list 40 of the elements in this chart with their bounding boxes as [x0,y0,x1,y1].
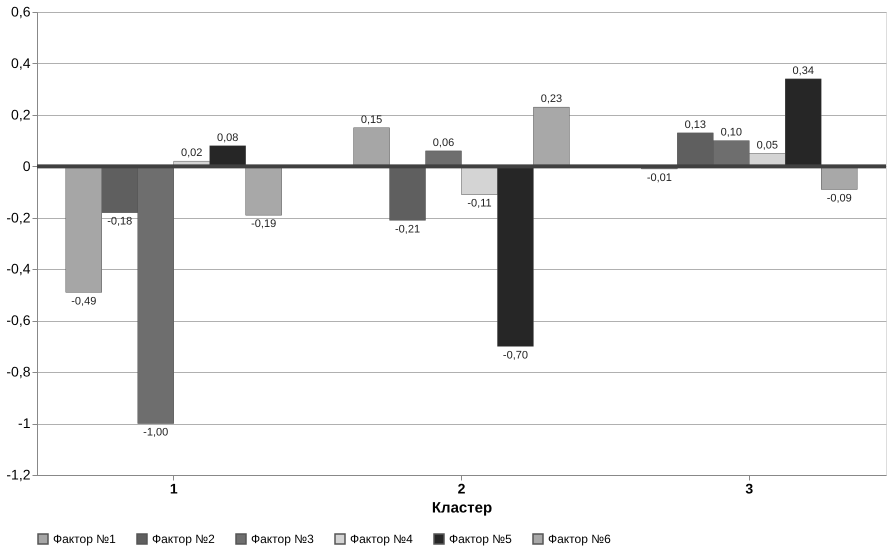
data-label: 0,06 [432,136,454,149]
data-label: 0,10 [720,126,742,139]
y-tick-label: -1,2 [6,466,31,482]
data-label: 0,13 [684,118,706,131]
data-label: -0,49 [71,295,96,308]
data-label: -0,21 [395,223,420,236]
data-label: -0,01 [646,172,672,184]
data-label: -0,19 [251,218,276,230]
legend-label: Фактор №3 [251,532,314,546]
data-label: 0,05 [756,139,778,152]
legend-label: Фактор №1 [53,532,116,546]
data-label: -0,70 [502,349,528,362]
y-tick-label: 0,4 [11,54,31,71]
data-label: 0,23 [540,93,562,106]
y-tick-label: -0,2 [6,209,31,226]
bar [389,166,426,221]
y-tick-label: 0,2 [11,106,31,122]
x-tick-label: 1 [170,480,178,496]
x-tick-label: 2 [458,480,466,496]
legend-label: Фактор №5 [449,532,512,546]
data-label: -0,18 [107,216,132,228]
legend-label: Фактор №6 [548,532,612,546]
data-label: 0,08 [216,132,238,144]
legend-label: Фактор №2 [152,532,216,546]
x-tick-label: 3 [745,480,754,496]
y-tick-label: -0,4 [6,260,31,277]
data-label: -1,00 [143,426,168,439]
y-tick-label: -0,8 [6,364,31,380]
legend-label: Фактор №4 [350,532,414,546]
data-label: 0,02 [180,147,202,160]
data-label: -0,11 [467,198,492,210]
y-tick-label: 0 [22,158,31,174]
x-axis-title: Кластер [432,500,492,516]
y-tick-label: -0,6 [6,312,31,328]
data-label: -0,09 [826,192,852,204]
bar [245,166,282,216]
data-label: 0,15 [360,114,382,126]
y-tick-label: 0,6 [11,4,31,20]
y-tick-label: -1 [18,415,31,432]
data-label: 0,34 [792,64,814,77]
